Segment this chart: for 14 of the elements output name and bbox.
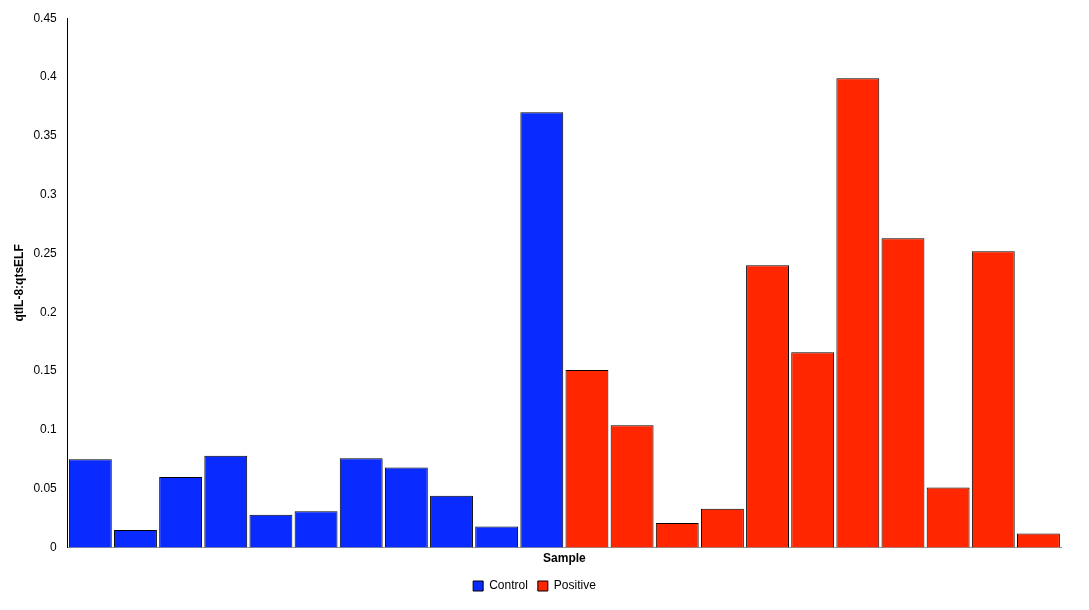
y-tick-label: 0.3 <box>40 186 58 201</box>
y-tick-label: 0.05 <box>33 481 58 496</box>
y-tick-label: 0.25 <box>33 245 58 260</box>
y-axis-title: qtIL-8:qtsELF <box>11 244 26 322</box>
y-tick-label: 0 <box>50 539 58 554</box>
legend-label: Control <box>489 578 528 593</box>
x-axis-title: Sample <box>543 551 587 566</box>
y-tick-label: 0.45 <box>33 10 58 25</box>
y-tick-label: 0.15 <box>33 363 58 378</box>
y-tick-label: 0.4 <box>40 69 58 84</box>
y-tick-label: 0.2 <box>40 304 58 319</box>
legend-label: Positive <box>553 578 597 593</box>
y-tick-label: 0.1 <box>40 422 58 437</box>
y-tick-label: 0.35 <box>33 128 58 143</box>
